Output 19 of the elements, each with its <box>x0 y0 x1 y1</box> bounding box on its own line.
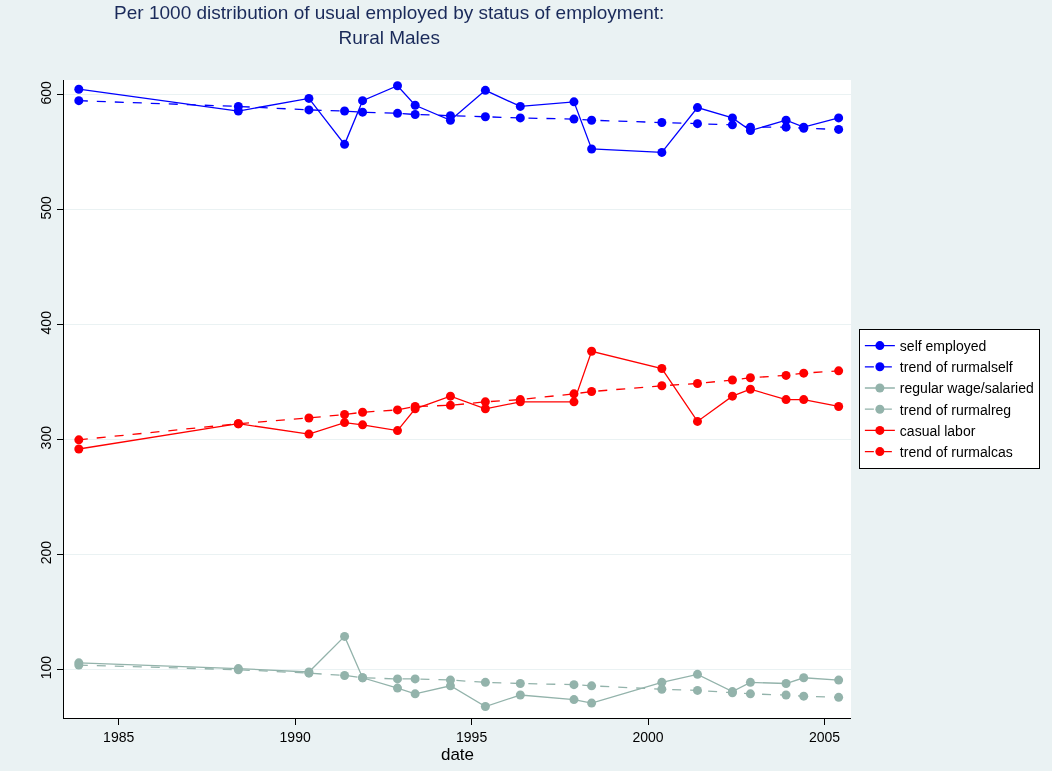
chart-title: Per 1000 distribution of usual employed by status of employment: Rural Males <box>114 2 665 48</box>
x-tick-label: 1990 <box>279 728 311 745</box>
y-tick-label: 200 <box>38 540 55 565</box>
x-tick-label: 2000 <box>632 728 664 745</box>
legend-label: regular wage/salaried <box>899 380 1034 397</box>
legend-label: trend of rurmalcas <box>899 444 1013 461</box>
legend-label: trend of rurmalreg <box>899 401 1012 418</box>
legend-label: trend of rurmalself <box>899 359 1013 376</box>
y-tick-label: 500 <box>38 195 55 220</box>
legend-label: self employed <box>899 338 987 355</box>
x-tick-label: 2005 <box>808 728 841 745</box>
x-tick-label: 1995 <box>456 728 488 745</box>
y-tick-label: 100 <box>38 655 55 680</box>
x-axis-title: date <box>440 744 475 764</box>
legend-label: casual labor <box>899 422 976 439</box>
x-tick-label: 1985 <box>103 728 135 745</box>
y-tick-label: 600 <box>38 80 55 105</box>
y-tick-label: 300 <box>38 425 55 450</box>
y-tick-label: 400 <box>38 310 55 335</box>
